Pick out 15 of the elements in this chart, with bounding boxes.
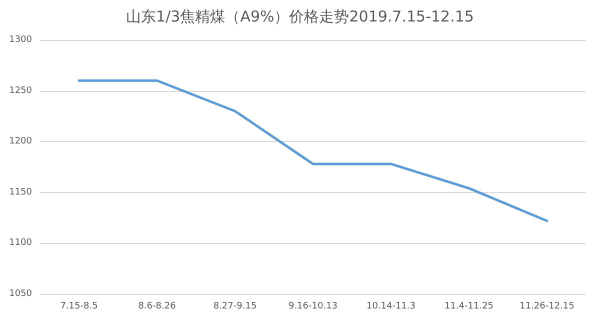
chart-title: 山东1/3焦精煤（A9%）价格走势2019.7.15-12.15	[126, 8, 474, 26]
x-tick-label: 7.15-8.5	[60, 302, 98, 312]
x-tick-label: 8.6-8.26	[138, 302, 176, 312]
x-tick-label: 10.14-11.3	[366, 302, 416, 312]
x-tick-label: 11.4-11.25	[444, 302, 494, 312]
x-tick-label: 8.27-9.15	[213, 302, 257, 312]
y-tick-label: 1100	[9, 238, 32, 248]
y-tick-label: 1050	[9, 289, 32, 299]
y-tick-label: 1250	[9, 86, 32, 96]
x-tick-label: 11.26-12.15	[520, 302, 574, 312]
line-series	[78, 79, 548, 222]
y-tick-label: 1300	[9, 35, 32, 45]
y-tick-label: 1150	[9, 187, 32, 198]
x-tick-label: 9.16-10.13	[288, 302, 338, 312]
y-tick-label: 1200	[9, 136, 32, 147]
